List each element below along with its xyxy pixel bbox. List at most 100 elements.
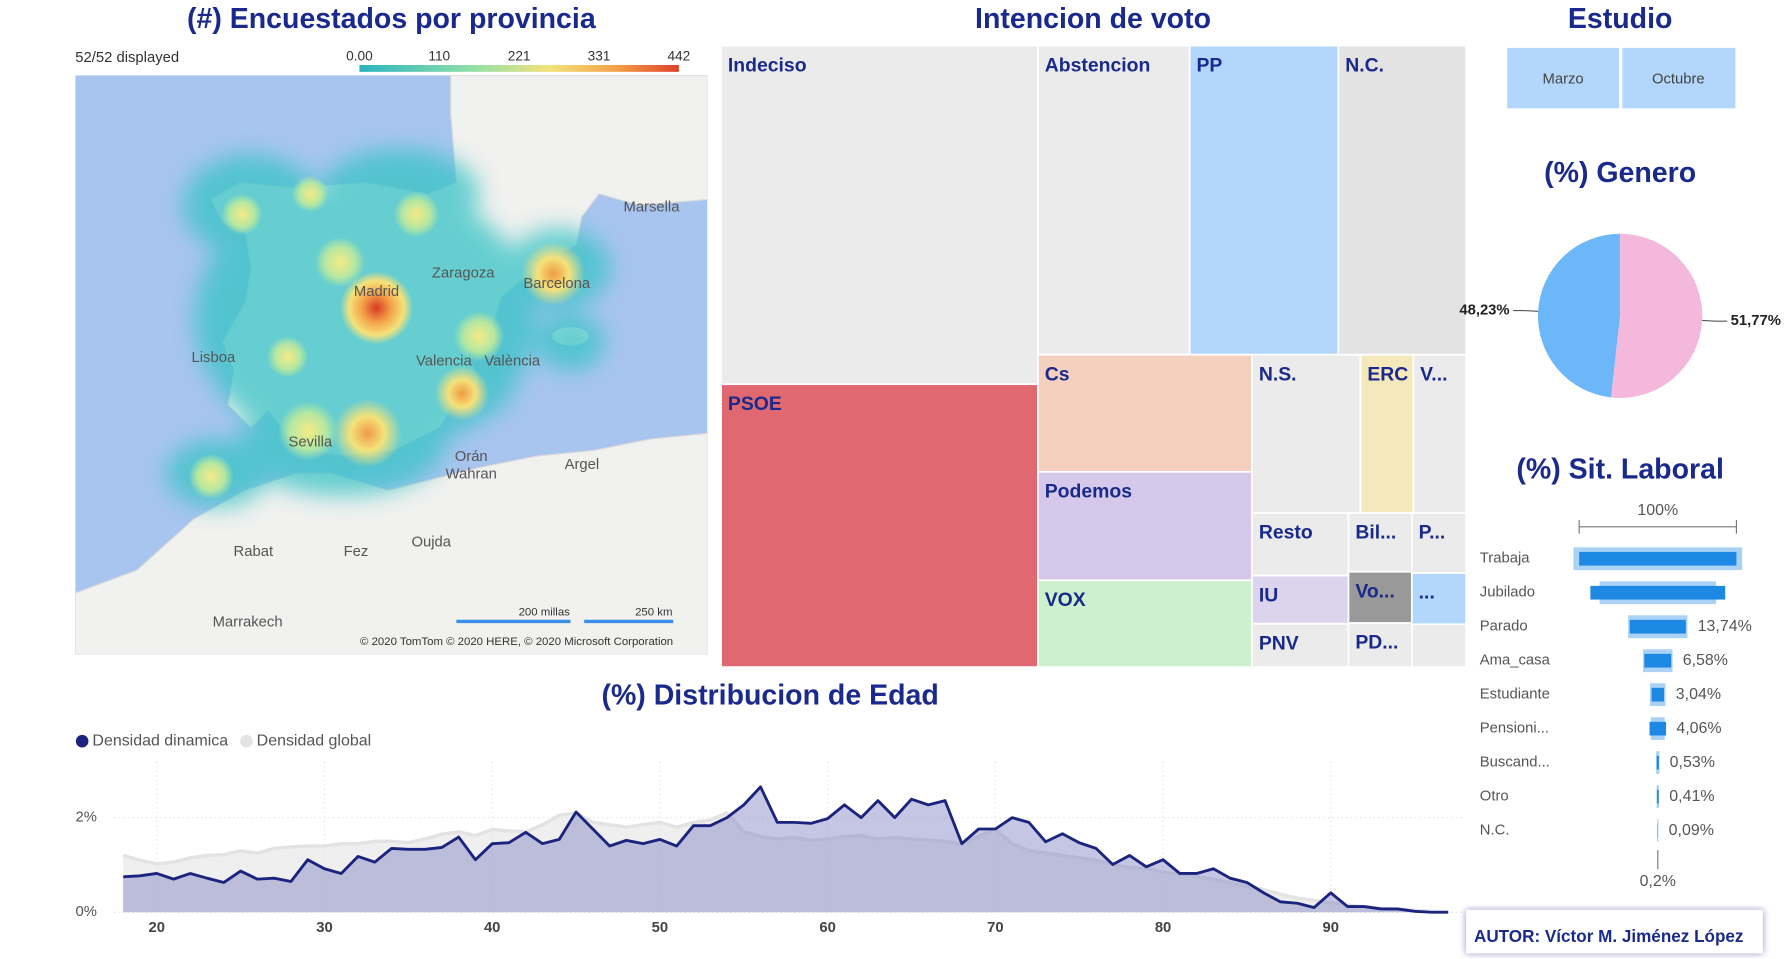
- funnel-category: Trabaja: [1480, 551, 1530, 567]
- funnel-category: Estudiante: [1480, 687, 1550, 703]
- funnel-category: Ama_casa: [1480, 653, 1551, 669]
- treemap-label: VOX: [1045, 589, 1086, 611]
- scale-label: 250 km: [635, 606, 672, 618]
- map-title: (#) Encuestados por provincia: [187, 3, 597, 35]
- x-tick-label: 40: [484, 920, 500, 936]
- treemap-label: ...: [1419, 582, 1435, 604]
- treemap-label: Podemos: [1045, 481, 1132, 503]
- scale-label: 200 millas: [519, 606, 571, 618]
- map-status: 52/52 displayed: [75, 50, 179, 66]
- funnel-value-label: 0,09%: [1669, 822, 1714, 839]
- legend-marker: [240, 734, 253, 748]
- funnel-bar: [1629, 619, 1686, 634]
- slicer-option[interactable]: [1507, 47, 1619, 109]
- place-label: Orán: [455, 449, 488, 465]
- y-tick-label: 0%: [76, 904, 97, 920]
- funnel-bar: [1644, 653, 1672, 668]
- legend-marker: [75, 734, 89, 748]
- heat-scale-tick: 0.00: [346, 49, 373, 64]
- place-label: Marrakech: [213, 615, 283, 631]
- treemap-label: PD...: [1355, 632, 1398, 654]
- treemap-label: Abstencion: [1045, 54, 1151, 76]
- heat-scale-tick: 110: [428, 49, 450, 64]
- x-tick-label: 90: [1323, 920, 1339, 936]
- funnel-bar: [1590, 585, 1726, 600]
- treemap-label: PSOE: [728, 393, 782, 415]
- treemap-tile: [720, 383, 1039, 668]
- treemap-tile: [1347, 622, 1413, 668]
- place-label: Sevilla: [289, 434, 333, 450]
- place-label: Argel: [565, 457, 600, 473]
- funnel-value-label: 6,58%: [1683, 652, 1728, 669]
- funnel-bar: [1649, 721, 1667, 736]
- treemap-tile: [1251, 574, 1350, 625]
- place-label: Valencia: [416, 353, 472, 369]
- land: [75, 432, 708, 655]
- treemap-tile: [1037, 353, 1253, 473]
- treemap-label: ERC: [1367, 363, 1408, 385]
- treemap-tile: [1251, 622, 1350, 668]
- place-label: Rabat: [234, 544, 274, 560]
- treemap-tile: [1037, 579, 1253, 668]
- funnel-top-label: 100%: [1637, 502, 1678, 519]
- heat-scale-tick: 442: [667, 49, 690, 64]
- treemap-label: N.S.: [1259, 363, 1297, 385]
- treemap-label: Resto: [1259, 522, 1313, 544]
- place-label: Zaragoza: [432, 266, 495, 282]
- author-box: [1466, 909, 1763, 954]
- place-label: Marsella: [623, 199, 680, 215]
- treemap-tile: [1037, 44, 1191, 356]
- slicer-option-label[interactable]: Octubre: [1652, 72, 1705, 88]
- x-tick-label: 20: [149, 920, 165, 936]
- treemap-label: Bil...: [1355, 522, 1396, 544]
- area-title: (%) Distribucion de Edad: [601, 679, 938, 711]
- funnel-value-label: 0,41%: [1669, 788, 1714, 805]
- funnel-value-label: 0,53%: [1670, 754, 1715, 771]
- treemap-tile: [1410, 572, 1467, 626]
- treemap-label: PNV: [1259, 632, 1299, 654]
- heat-scale-tick: 331: [588, 49, 611, 64]
- funnel-category: Parado: [1480, 619, 1528, 635]
- treemap-tile: [1412, 353, 1467, 514]
- funnel-category: Jubilado: [1480, 585, 1535, 601]
- place-label: Fez: [344, 544, 369, 560]
- funnel-bar: [1656, 789, 1659, 804]
- place-label: Oujda: [412, 535, 452, 551]
- place-label: València: [484, 353, 540, 369]
- treemap-label: Indeciso: [728, 54, 807, 76]
- treemap-tile: [1251, 512, 1350, 577]
- slicer-option[interactable]: [1622, 47, 1736, 109]
- author: AUTOR: Víctor M. Jiménez López: [1474, 927, 1743, 946]
- funnel-category: Otro: [1480, 789, 1509, 805]
- funnel-bottom-label: 0,2%: [1640, 873, 1676, 890]
- map[interactable]: Marsella Zaragoza Barcelona Madrid Lisbo…: [75, 75, 708, 655]
- funnel-value-label: 13,74%: [1698, 618, 1752, 635]
- treemap-label: Cs: [1045, 363, 1070, 385]
- pie-label: 51,77%: [1731, 313, 1781, 329]
- area-fill: [123, 786, 1449, 913]
- slicer-title: Estudio: [1568, 3, 1673, 35]
- heat-scale: [359, 64, 679, 72]
- treemap-tile: [720, 44, 1039, 386]
- heat-scale-ticks: 0.00 110 221 331 442: [346, 49, 690, 64]
- treemap-label: N.C.: [1345, 54, 1384, 76]
- pie-slice: [1611, 233, 1703, 398]
- funnel-bar: [1579, 551, 1737, 566]
- place-label: Barcelona: [523, 276, 590, 292]
- charts: Indeciso PSOE Abstencion PP N.C. Cs Podemos VOX…: [75, 44, 1781, 936]
- x-tick-label: 60: [819, 920, 835, 936]
- treemap-tile: [1410, 623, 1467, 668]
- pie-title: (%) Genero: [1544, 157, 1696, 189]
- slicer-option-label[interactable]: Marzo: [1543, 72, 1584, 88]
- y-tick-label: 2%: [76, 810, 97, 826]
- pie-slice: [1537, 233, 1621, 398]
- place-label: Madrid: [354, 284, 399, 300]
- x-tick-label: 80: [1155, 920, 1171, 936]
- treemap-tile: [1188, 44, 1340, 356]
- treemap-tile: [1251, 353, 1362, 514]
- treemap-title: Intencion de voto: [975, 3, 1211, 35]
- treemap-tile: [1347, 570, 1413, 624]
- treemap-label: P...: [1419, 522, 1446, 544]
- leader-line: [1702, 319, 1728, 322]
- treemap-label: IU: [1259, 584, 1278, 606]
